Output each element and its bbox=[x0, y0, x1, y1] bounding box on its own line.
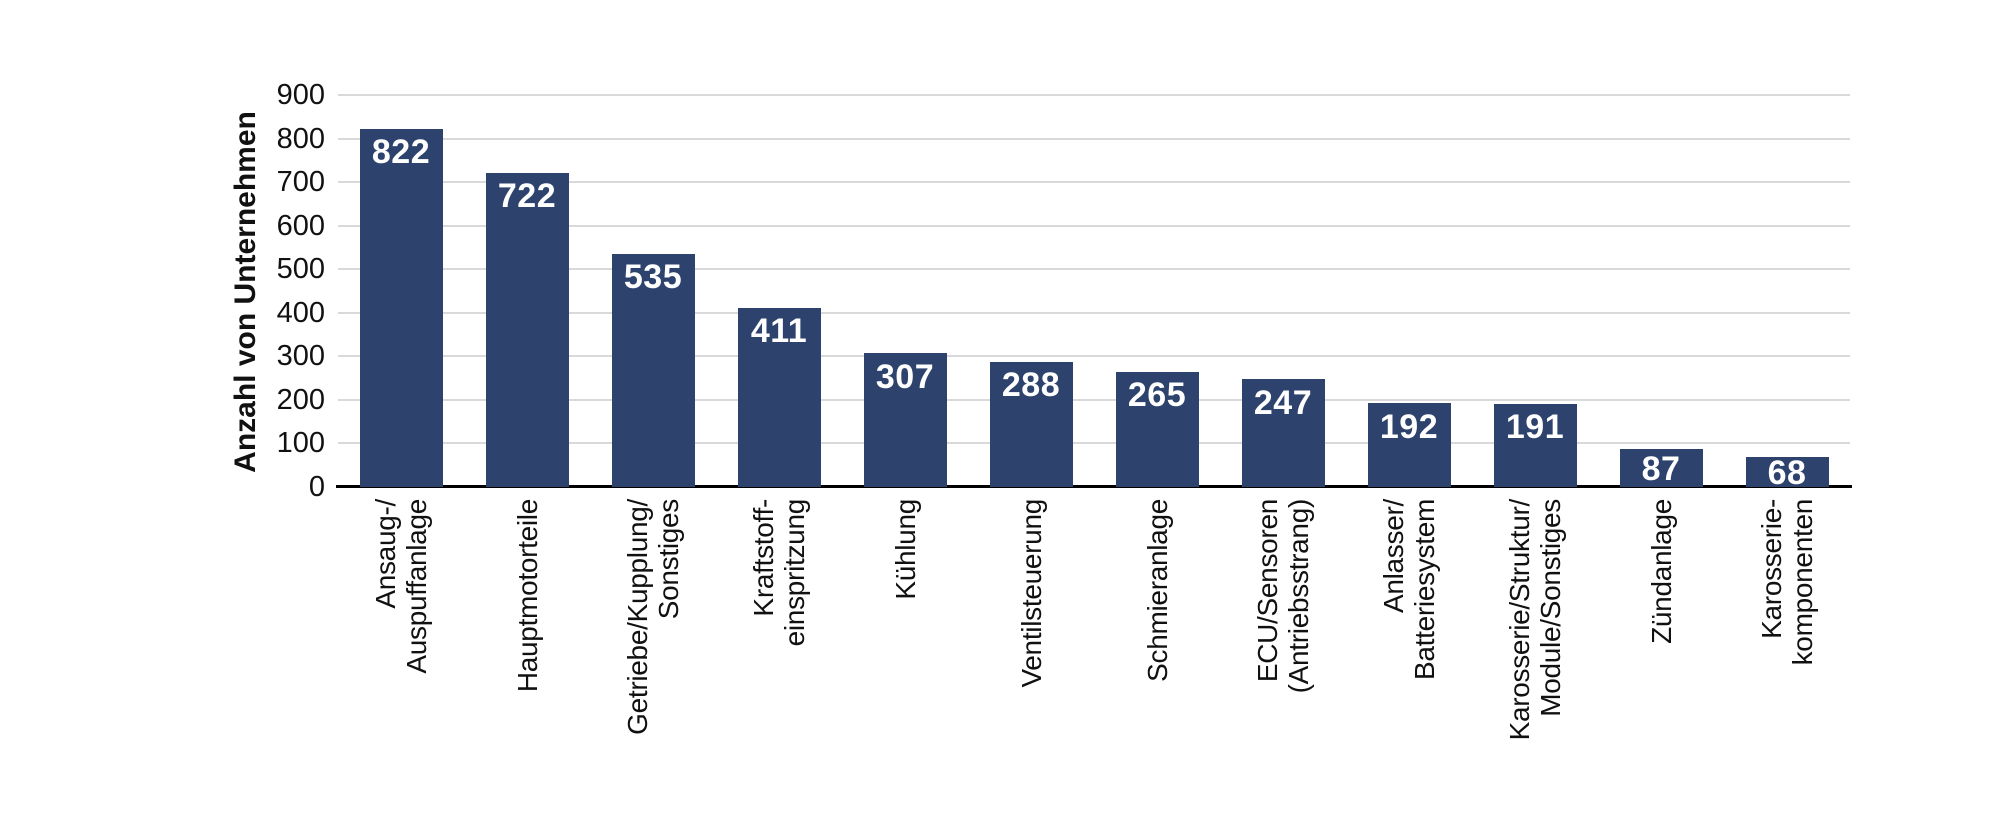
bar-value-label: 87 bbox=[1641, 449, 1681, 488]
bar bbox=[1745, 457, 1829, 487]
x-category-label-line: komponenten bbox=[1787, 499, 1818, 666]
x-category-label-line: Karosserie/Struktur/ bbox=[1504, 499, 1535, 741]
gridline bbox=[338, 355, 1850, 358]
y-tick-label: 300 bbox=[276, 340, 325, 373]
bar bbox=[611, 253, 695, 487]
x-category-label: Kraftstoff-einspritzung bbox=[744, 499, 814, 759]
bar bbox=[359, 128, 443, 487]
x-category-label: Ventilsteuerung bbox=[996, 499, 1066, 759]
x-category-label: Karosserie/Struktur/Module/Sonstiges bbox=[1500, 499, 1570, 759]
bar bbox=[737, 307, 821, 487]
x-category-label: Zündanlage bbox=[1626, 499, 1696, 759]
bar-value-label: 247 bbox=[1253, 383, 1313, 422]
x-category-label-line: Ansaug-/ bbox=[370, 499, 401, 609]
gridline bbox=[338, 94, 1850, 96]
bar bbox=[1493, 403, 1577, 487]
x-category-label-line: Auspuffanlage bbox=[401, 499, 432, 674]
x-category-label-line: einspritzung bbox=[779, 499, 810, 647]
gridline bbox=[338, 137, 1850, 140]
y-tick-label: 800 bbox=[276, 122, 325, 155]
x-category-label-line: Module/Sonstiges bbox=[1535, 499, 1566, 717]
gridline bbox=[338, 311, 1850, 314]
bar-value-label: 265 bbox=[1127, 376, 1187, 415]
bar-value-label: 307 bbox=[875, 357, 935, 396]
x-category-label-line: Schmieranlage bbox=[1141, 499, 1173, 682]
x-category-label: Kühlung bbox=[870, 499, 940, 759]
bar-value-label: 68 bbox=[1767, 453, 1807, 492]
bar bbox=[1241, 379, 1325, 487]
x-category-label-line: Batteriesystem bbox=[1409, 499, 1440, 680]
bar bbox=[1619, 449, 1703, 487]
x-category-label-line: Zündanlage bbox=[1645, 499, 1677, 644]
x-category-label-line: Karosserie- bbox=[1756, 499, 1787, 639]
gridline bbox=[338, 442, 1850, 445]
x-category-label-line: Anlasser/ bbox=[1378, 499, 1409, 614]
bar-value-label: 192 bbox=[1379, 407, 1439, 446]
x-category-label: Getriebe/Kupplung/Sonstiges bbox=[618, 499, 688, 759]
y-tick-label: 900 bbox=[276, 79, 325, 111]
x-category-label-line: Getriebe/Kupplung/ bbox=[622, 499, 653, 735]
bar bbox=[989, 361, 1073, 487]
bar-value-label: 411 bbox=[750, 312, 808, 351]
y-tick-label: 400 bbox=[276, 296, 325, 329]
x-category-label: Hauptmotorteile bbox=[492, 499, 562, 759]
x-category-label-line: Kraftstoff- bbox=[748, 499, 779, 617]
gridline bbox=[338, 398, 1850, 401]
y-tick-label: 200 bbox=[276, 383, 325, 416]
x-category-label-line: ECU/Sensoren bbox=[1252, 499, 1283, 683]
x-category-label-line: (Antriebsstrang) bbox=[1283, 499, 1314, 694]
x-category-label: Karosserie-komponenten bbox=[1752, 499, 1822, 759]
y-tick-label: 0 bbox=[308, 471, 325, 503]
x-category-label: ECU/Sensoren (Antriebsstrang) bbox=[1248, 499, 1318, 759]
y-tick-label: 600 bbox=[276, 209, 325, 242]
bar bbox=[1115, 371, 1199, 487]
bar bbox=[1367, 403, 1451, 487]
bar-value-label: 535 bbox=[623, 258, 683, 297]
bar bbox=[863, 353, 947, 487]
bar-value-label: 822 bbox=[371, 133, 431, 172]
x-category-label-line: Ventilsteuerung bbox=[1015, 499, 1047, 688]
bar bbox=[485, 172, 569, 487]
x-category-label-line: Kühlung bbox=[889, 499, 921, 600]
bar-value-label: 191 bbox=[1505, 408, 1565, 447]
x-category-label-line: Hauptmotorteile bbox=[511, 499, 543, 693]
x-category-label: Schmieranlage bbox=[1122, 499, 1192, 759]
gridline bbox=[338, 224, 1850, 227]
y-tick-label: 500 bbox=[276, 253, 325, 286]
x-category-label: Anlasser/Batteriesystem bbox=[1374, 499, 1444, 759]
gridline bbox=[338, 181, 1850, 184]
x-category-label-line: Sonstiges bbox=[653, 499, 684, 620]
x-category-label: Ansaug-/Auspuffanlage bbox=[366, 499, 436, 759]
x-axis-line bbox=[336, 485, 1852, 488]
y-tick-label: 100 bbox=[276, 427, 325, 460]
y-tick-label: 700 bbox=[276, 166, 325, 199]
bar-value-label: 722 bbox=[497, 177, 557, 216]
bar-value-label: 288 bbox=[1001, 366, 1061, 405]
gridline bbox=[338, 268, 1850, 271]
